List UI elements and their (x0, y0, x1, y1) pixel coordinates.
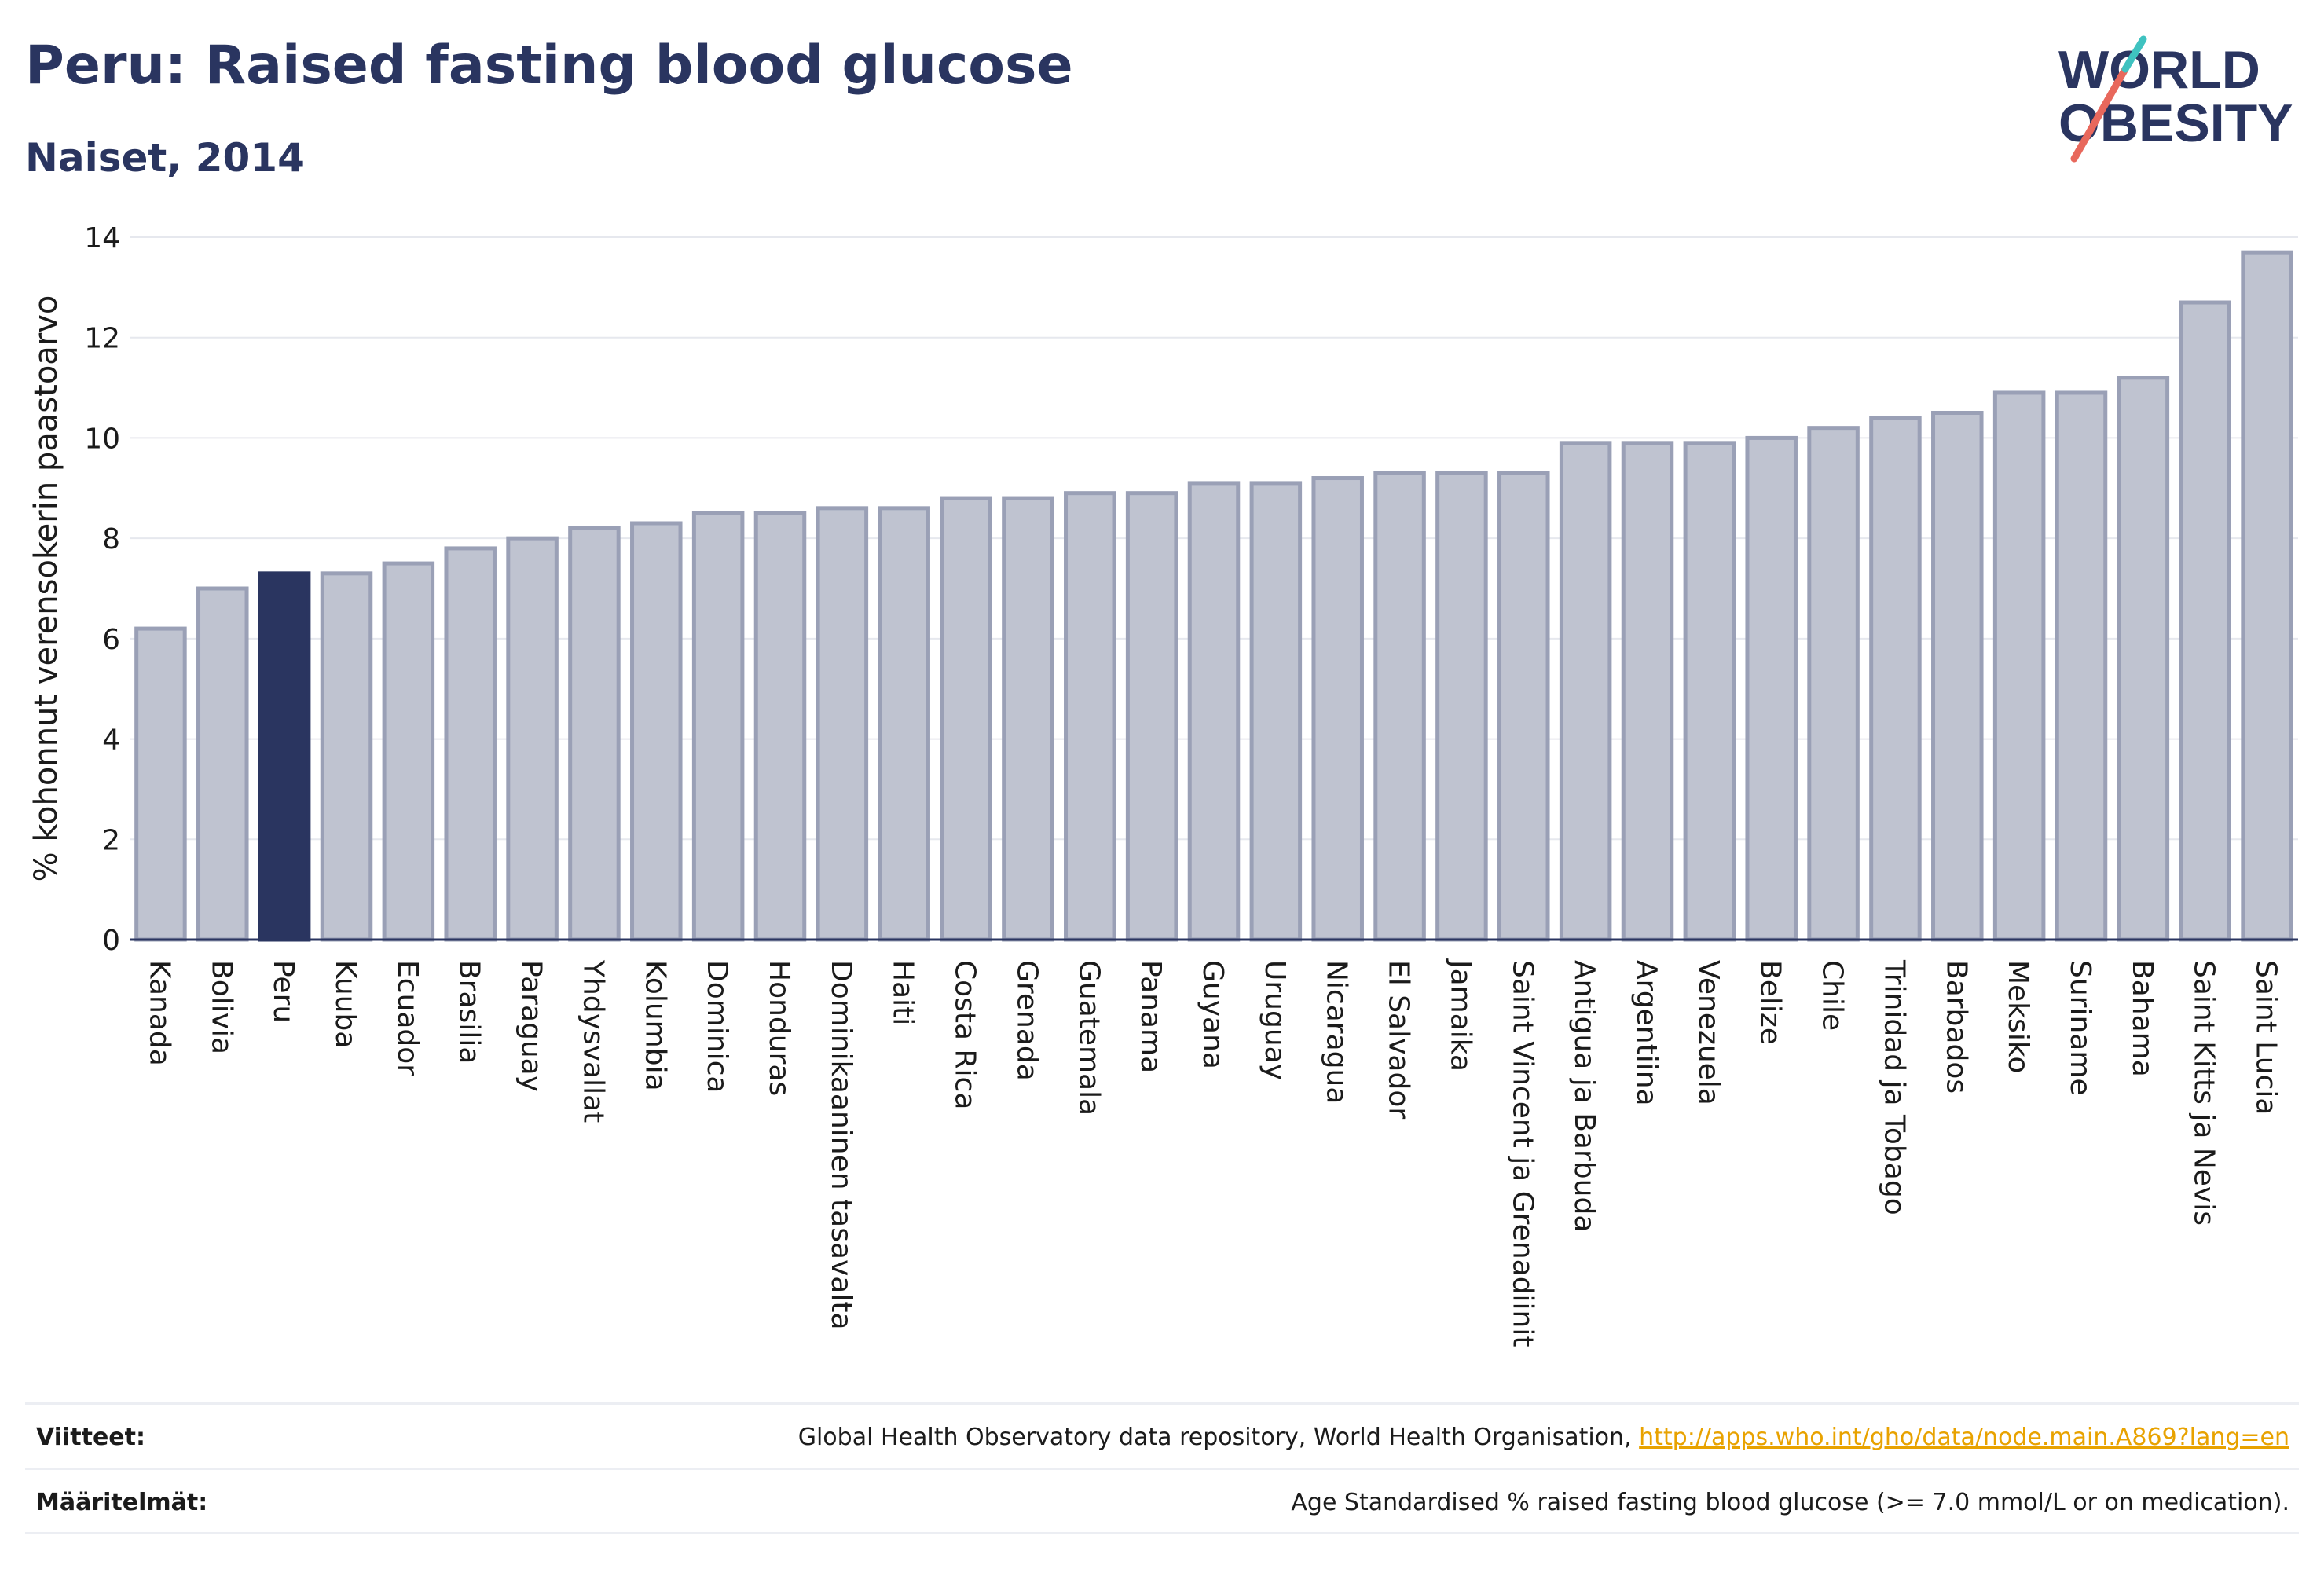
bar (691, 511, 745, 942)
definitions-row: Määritelmät: Age Standardised % raised f… (25, 1468, 2299, 1534)
sources-value: Global Health Observatory data repositor… (798, 1424, 2289, 1451)
bar (1621, 441, 1674, 942)
x-tick-label: Saint Kitts ja Nevis (2188, 960, 2220, 1226)
x-tick-label: Bolivia (205, 960, 237, 1054)
y-tick-label: 14 (84, 222, 120, 255)
world-obesity-logo: WORLD OBESITY (2058, 35, 2293, 163)
sources-label: Viitteet: (36, 1424, 145, 1451)
bar (1064, 491, 1116, 942)
y-tick-label: 2 (102, 824, 120, 856)
bar-chart: 0 2 4 6 8 10 12 14 % kohonnut verensokerin paast… (28, 222, 2298, 1347)
logo-slash-teal (2121, 35, 2147, 73)
sources-link[interactable]: http://apps.who.int/gho/data/node.main.A… (1639, 1424, 2289, 1451)
x-tick-label: Argentiina (1630, 960, 1662, 1106)
bar (134, 626, 187, 942)
sources-text: Global Health Observatory data repositor… (797, 1424, 1640, 1451)
x-tick-label: Antigua ja Barbuda (1568, 960, 1600, 1232)
chart-subtitle: Naiset, 2014 (25, 135, 305, 181)
x-tick-label: Guatemala (1072, 960, 1105, 1116)
chart-title: Peru: Raised fasting blood glucose (25, 35, 1073, 97)
bar (1125, 491, 1178, 942)
x-tick-label: Peru (267, 960, 299, 1023)
y-tick-label: 10 (84, 423, 120, 455)
x-tick-label: Costa Rica (949, 960, 981, 1109)
x-tick-label: Guyana (1197, 960, 1229, 1069)
x-tick-label: Jamaika (1444, 958, 1476, 1072)
x-tick-label: Yhdysvallat (577, 959, 609, 1123)
x-tick-label: Paraguay (515, 960, 548, 1092)
x-tick-label: Honduras (763, 960, 795, 1096)
bar (1002, 496, 1054, 942)
x-tick-label: Ecuador (391, 960, 423, 1076)
bar (444, 546, 497, 942)
bar (196, 586, 249, 942)
bar (1869, 416, 1922, 942)
bar (2179, 300, 2231, 942)
x-tick-label: Uruguay (1259, 960, 1291, 1080)
x-tick-label: Grenada (1010, 960, 1043, 1081)
bar (1249, 481, 1303, 942)
bar (940, 496, 992, 942)
x-tick-label: Saint Lucia (2250, 960, 2282, 1115)
y-tick-label: 8 (102, 523, 120, 555)
x-tick-label: Bahama (2126, 960, 2158, 1077)
bar (1559, 441, 1612, 942)
x-tick-label: Dominica (701, 960, 733, 1094)
bar (753, 511, 807, 942)
bar (1497, 471, 1550, 942)
bar (1311, 476, 1364, 942)
bar (258, 571, 311, 942)
x-tick-label: Haiti (887, 960, 919, 1025)
x-tick-label: Brasilia (453, 960, 486, 1064)
bar (2055, 390, 2108, 942)
x-tick-label: Venezuela (1692, 960, 1725, 1105)
bar (2241, 250, 2293, 942)
x-tick-label: Kolumbia (639, 960, 671, 1091)
bar (506, 536, 559, 942)
y-tick-label: 0 (102, 925, 120, 957)
bar (630, 521, 683, 942)
x-tick-label: Suriname (2064, 960, 2096, 1096)
definitions-label: Määritelmät: (36, 1489, 208, 1516)
logo-slash-red (2070, 65, 2129, 163)
bar (1745, 435, 1798, 942)
bar (1992, 390, 2046, 942)
y-tick-label: 12 (84, 323, 120, 355)
x-tick-label: Belize (1754, 960, 1787, 1045)
logo-line1: WORLD (2058, 40, 2260, 100)
x-tick-label: Chile (1816, 960, 1849, 1031)
bar (1807, 426, 1860, 942)
x-tick-label: Panama (1135, 960, 1167, 1073)
x-tick-label: El Salvador (1383, 960, 1415, 1119)
y-tick-label: 4 (102, 724, 120, 757)
x-tick-label: Dominikaaninen tasavalta (825, 960, 857, 1330)
x-tick-label: Saint Vincent ja Grenadiinit (1506, 960, 1538, 1347)
x-tick-label: Kanada (143, 960, 175, 1066)
x-tick-label: Nicaragua (1321, 960, 1353, 1104)
bar (382, 561, 435, 942)
bar (1931, 411, 1984, 942)
bar (1187, 481, 1241, 942)
bar (320, 571, 373, 942)
bar (878, 506, 930, 942)
bar (568, 526, 621, 942)
bar (1683, 441, 1736, 942)
x-tick-label: Meksiko (2002, 960, 2034, 1073)
x-tick-label: Kuuba (329, 960, 361, 1048)
footer-divider (25, 1532, 2299, 1534)
bar (816, 506, 869, 942)
sources-row: Viitteet: Global Health Observatory data… (25, 1402, 2299, 1469)
x-tick-label: Trinidad ja Tobago (1878, 959, 1910, 1215)
bar (1435, 471, 1488, 942)
bar (1373, 471, 1426, 942)
y-tick-label: 6 (102, 624, 120, 656)
y-axis-label: % kohonnut verensokerin paastoarvo (28, 295, 64, 882)
x-tick-label: Barbados (1940, 960, 1972, 1094)
definitions-text: Age Standardised % raised fasting blood … (1291, 1489, 2289, 1516)
bar (2117, 376, 2170, 942)
